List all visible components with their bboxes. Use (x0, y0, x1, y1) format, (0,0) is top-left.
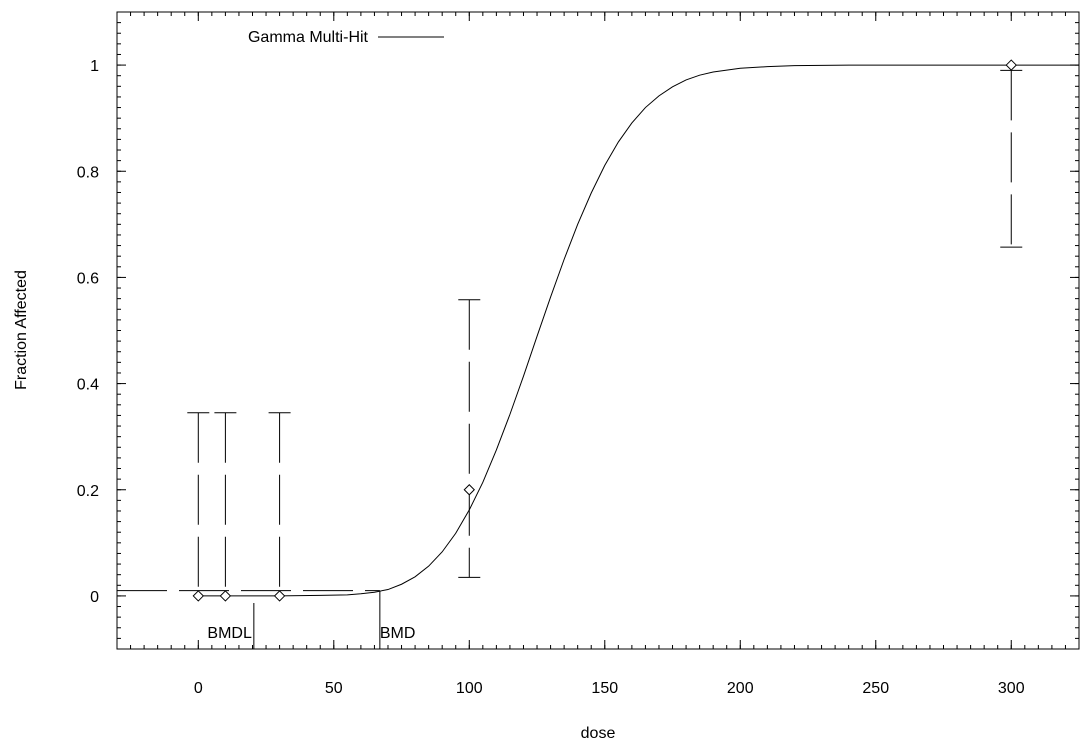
x-axis-title: dose (581, 725, 616, 742)
y-axis-title: Fraction Affected (13, 270, 30, 390)
x-tick-label: 200 (727, 680, 754, 697)
error-bars (187, 69, 1023, 596)
y-tick-label: 1 (90, 58, 99, 75)
y-tick-label: 0.6 (77, 270, 99, 287)
data-point (192, 590, 205, 602)
x-tick-label: 250 (862, 680, 889, 697)
fitted-curve-group (198, 64, 1079, 597)
legend-label: Gamma Multi-Hit (248, 29, 369, 46)
marker-label: BMDL (207, 625, 252, 642)
marker-label: BMD (380, 625, 416, 642)
x-tick-label: 150 (591, 680, 618, 697)
x-tick-label: 0 (194, 680, 203, 697)
x-tick-label: 300 (998, 680, 1025, 697)
y-tick-label: 0.2 (77, 483, 99, 500)
plot-frame (116, 11, 1080, 650)
legend: Gamma Multi-Hit (248, 29, 444, 46)
major-ticks (117, 12, 1079, 649)
bmd-markers: BMDL BMD (207, 590, 416, 649)
y-tick-label: 0.8 (77, 164, 99, 181)
data-point (273, 590, 286, 602)
minor-ticks (117, 11, 1080, 650)
y-tick-label: 0 (90, 589, 99, 606)
data-point (463, 484, 475, 496)
x-tick-label: 50 (325, 680, 343, 697)
observed-points (192, 59, 1017, 602)
data-point (219, 590, 232, 602)
fitted-curve (198, 64, 1079, 597)
tick-labels: 0 50 100 150 200 250 300 0 0.2 0.4 0.6 0.8 1 (77, 58, 1025, 697)
x-tick-label: 100 (456, 680, 483, 697)
data-point (1005, 59, 1017, 71)
y-tick-label: 0.4 (77, 377, 99, 394)
